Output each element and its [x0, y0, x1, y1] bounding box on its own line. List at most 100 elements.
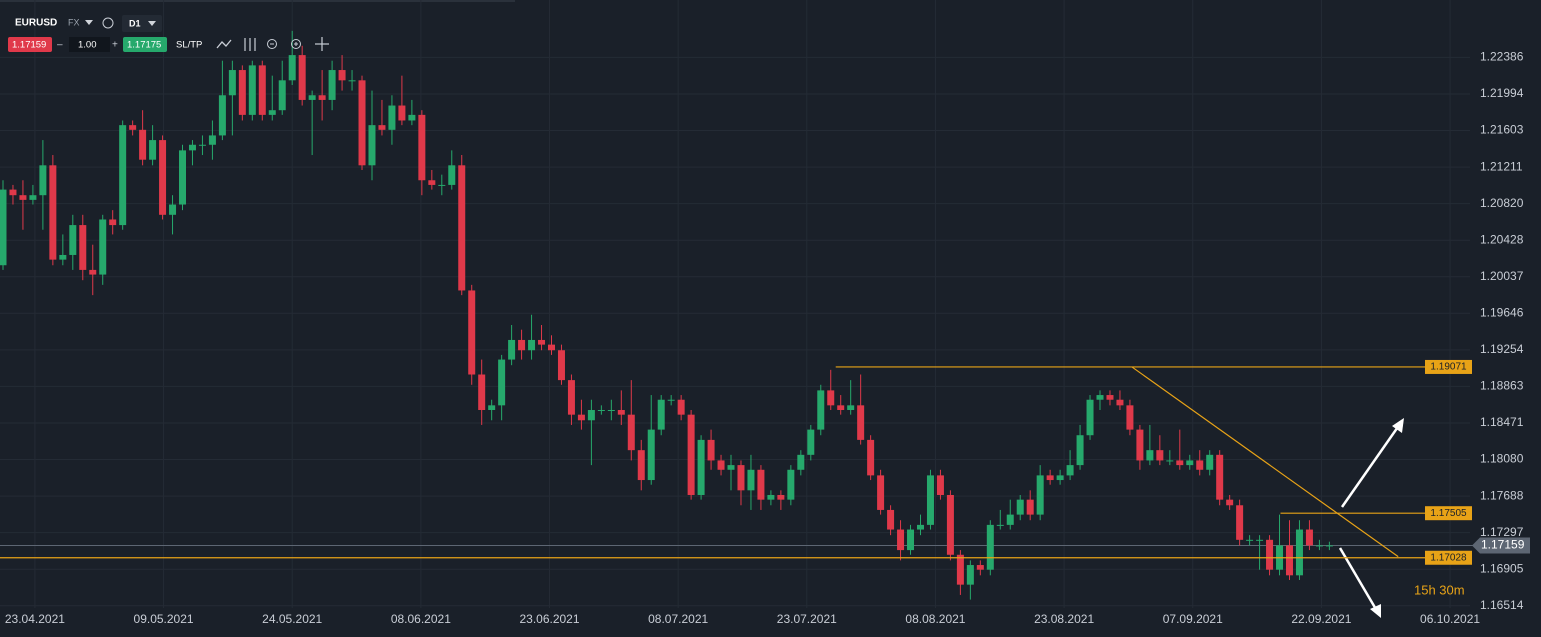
line-tool[interactable]: [216, 39, 232, 49]
info-icon[interactable]: [102, 17, 114, 29]
candle-body: [1156, 450, 1164, 461]
candle-body: [218, 95, 226, 136]
candle-body: [388, 105, 396, 130]
y-tick-label: 1.19646: [1480, 305, 1524, 319]
ask-price[interactable]: 1.17175: [127, 40, 161, 51]
candle-body: [328, 70, 336, 100]
last-price-pill: [1472, 537, 1530, 554]
x-tick-label: 23.08.2021: [1034, 612, 1094, 626]
candle-body: [1136, 429, 1144, 461]
candle-body: [976, 565, 984, 570]
candle-body: [887, 509, 895, 530]
candle-body: [707, 439, 715, 461]
y-tick-label: 1.17297: [1480, 525, 1524, 539]
candle-body: [19, 195, 27, 200]
buy-button[interactable]: [123, 37, 167, 52]
timeframe[interactable]: D1: [129, 18, 141, 28]
candle-body: [358, 80, 366, 166]
candle-body: [49, 165, 57, 260]
lot-plus[interactable]: +: [112, 40, 118, 51]
zoom-out[interactable]: [267, 39, 277, 49]
candle-body: [777, 494, 785, 500]
symbol[interactable]: EURUSD: [15, 18, 57, 29]
candle-body: [1016, 499, 1024, 515]
level-label: 1.17505: [1430, 508, 1467, 519]
y-tick-label: 1.18471: [1480, 415, 1524, 429]
lot-minus[interactable]: –: [57, 40, 63, 51]
candle-body: [169, 204, 177, 215]
candle-body: [29, 195, 37, 200]
y-tick-label: 1.21994: [1480, 86, 1524, 100]
candle-body: [39, 165, 47, 196]
candle-body: [308, 95, 316, 100]
candle-body: [1106, 395, 1114, 400]
candle-body: [1166, 460, 1174, 462]
candle-body: [637, 450, 645, 481]
candle-body: [438, 184, 446, 186]
toolbar: EURUSD FX D1 1.17159 – 1.00 + 1.17175 SL…: [8, 15, 329, 52]
bid-price[interactable]: 1.17159: [12, 40, 46, 51]
candle-body: [757, 469, 765, 500]
candles: [0, 30, 1333, 600]
up-arrow-head: [1392, 418, 1404, 433]
candle-body: [0, 189, 7, 266]
sltp[interactable]: SL/TP: [176, 40, 202, 51]
sell-button[interactable]: [8, 37, 52, 52]
x-tick-label: 06.10.2021: [1420, 612, 1480, 626]
candle-body: [418, 114, 426, 181]
y-tick-label: 1.21211: [1480, 159, 1523, 173]
last-price-label: 1.17159: [1481, 538, 1525, 552]
candle-body: [79, 225, 87, 270]
candle-body: [1266, 539, 1274, 570]
candle-body: [727, 465, 735, 470]
timeframe-box[interactable]: [122, 15, 162, 32]
candle-body: [1086, 399, 1094, 436]
candle-body: [827, 390, 835, 406]
y-tick-label: 1.20428: [1480, 232, 1524, 246]
candle-body: [1056, 475, 1064, 481]
lot[interactable]: 1.00: [78, 40, 97, 51]
candle-body: [807, 429, 815, 455]
candle-body: [288, 55, 296, 81]
trend-line: [1131, 366, 1399, 558]
candle-body: [378, 125, 386, 130]
candle-body: [627, 414, 635, 451]
symbol-dropdown[interactable]: [85, 20, 93, 25]
x-tick-label: 23.07.2021: [777, 612, 837, 626]
candle-body: [318, 95, 326, 100]
candle-body: [1036, 475, 1044, 515]
candle-body: [518, 339, 526, 351]
candle-body: [9, 189, 17, 196]
candle-body: [647, 429, 655, 481]
pan-tool[interactable]: [315, 37, 329, 51]
candle-tool[interactable]: [244, 38, 256, 51]
candle-body: [258, 65, 266, 115]
timeframe-dropdown[interactable]: [148, 21, 156, 26]
x-tick-label: 22.09.2021: [1291, 612, 1351, 626]
candle-body: [1216, 454, 1224, 500]
candle-body: [1176, 460, 1184, 466]
candle-body: [1295, 529, 1303, 576]
candle-body: [1066, 465, 1074, 476]
x-tick-label: 23.04.2021: [5, 612, 65, 626]
candle-body: [897, 529, 905, 551]
candle-body: [508, 339, 516, 360]
candle-body: [338, 70, 346, 81]
candle-body: [966, 565, 974, 585]
top-strip: [0, 0, 515, 2]
candle-body: [1285, 545, 1293, 576]
y-tick-label: 1.20037: [1480, 269, 1524, 283]
candle-body: [119, 125, 127, 226]
level-label: 1.19071: [1430, 362, 1467, 373]
candle-body: [547, 344, 555, 351]
grid: [0, 0, 1475, 608]
lot-box[interactable]: [69, 37, 110, 52]
candle-body: [1236, 505, 1244, 540]
zoom-in[interactable]: [291, 39, 301, 49]
level-label-box: [1425, 506, 1472, 521]
drawings: 1.19071 1.17505 1.17028: [0, 359, 1472, 618]
candle-body: [587, 410, 595, 421]
candle-body: [597, 410, 605, 412]
candle-body: [248, 65, 256, 115]
